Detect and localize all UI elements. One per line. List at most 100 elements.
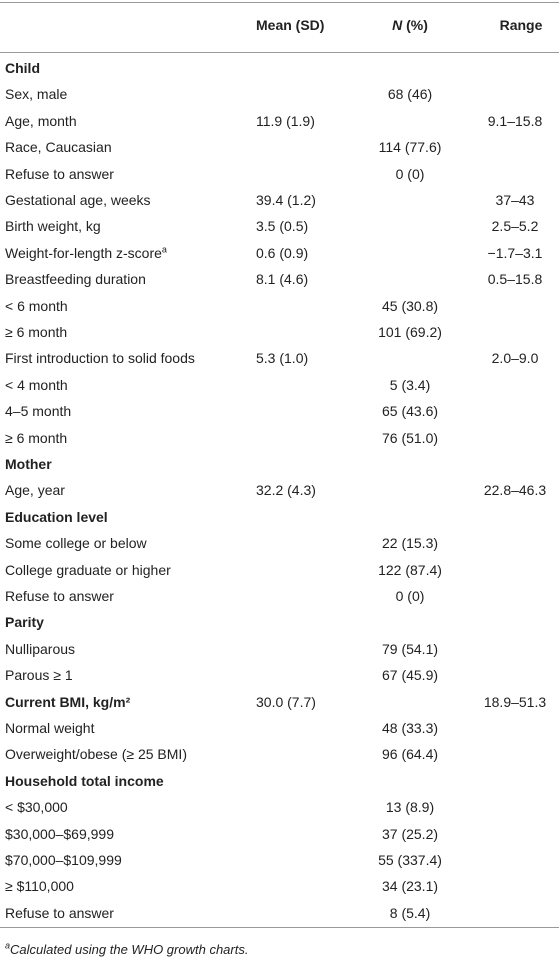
- n-cell: 13 (8.9): [385, 799, 435, 816]
- label-text: 4–5 month: [5, 403, 72, 420]
- n-cell: 114 (77.6): [378, 139, 442, 156]
- label-text: Race, Caucasian: [5, 139, 112, 156]
- n-cell: 8 (5.4): [389, 904, 431, 921]
- footnote-marker: a: [5, 940, 11, 951]
- row-label: Weight-for-length z-scorea: [5, 240, 167, 266]
- mean-cell: 39.4 (1.2): [256, 192, 316, 208]
- n-cell: 122 (87.4): [378, 561, 442, 578]
- row-label: Age, year: [5, 477, 65, 503]
- row-label: Nulliparous: [5, 636, 75, 662]
- label-text: < 6 month: [5, 297, 68, 314]
- label-text: Refuse to answer: [5, 904, 114, 921]
- row-label: < 4 month: [5, 372, 68, 398]
- row-label: Refuse to answer: [5, 161, 114, 187]
- row-label: ≥ 6 month: [5, 425, 67, 451]
- n-cell: 0 (0): [395, 588, 425, 604]
- label-text: Nulliparous: [5, 640, 76, 657]
- section-label: Current BMI, kg/m²: [5, 689, 130, 715]
- header-range: Range: [499, 17, 543, 33]
- row-label: $30,000–$69,999: [5, 821, 114, 847]
- label-text: Gestational age, weeks: [5, 192, 151, 208]
- section-label: Education level: [5, 504, 108, 530]
- label-text: Refuse to answer: [5, 165, 114, 182]
- row-label: Refuse to answer: [5, 900, 114, 926]
- n-cell: 67 (45.9): [381, 667, 439, 684]
- label-text: Current BMI, kg/m²: [5, 693, 131, 710]
- section-label: Mother: [5, 451, 52, 477]
- n-cell: 22 (15.3): [381, 535, 439, 552]
- label-text: College graduate or higher: [5, 561, 171, 578]
- label-text: Sex, male: [5, 86, 68, 103]
- header-n-rest: (%): [406, 17, 428, 33]
- row-label: ≥ $110,000: [5, 873, 74, 899]
- rule: [0, 927, 559, 928]
- label-text: Birth weight, kg: [5, 218, 101, 235]
- row-label: $70,000–$109,999: [5, 847, 122, 873]
- range-cell: 2.5–5.2: [491, 218, 539, 235]
- row-label: Parous ≥ 1: [5, 662, 73, 688]
- range-cell: 0.5–15.8: [487, 271, 543, 288]
- section-label: Child: [5, 55, 40, 81]
- row-label: Some college or below: [5, 530, 147, 556]
- n-cell: 0 (0): [395, 165, 425, 182]
- row-label: < 6 month: [5, 293, 68, 319]
- label-text: Parous ≥ 1: [5, 667, 73, 684]
- n-cell: 68 (46): [387, 86, 433, 103]
- label-text: $70,000–$109,999: [5, 852, 122, 868]
- label-text: < 4 month: [5, 376, 68, 393]
- label-text: Child: [5, 60, 40, 76]
- n-cell: 34 (23.1): [381, 878, 439, 895]
- label-text: Parity: [5, 614, 44, 631]
- label-text: Breastfeeding duration: [5, 271, 146, 288]
- label-text: Household total income: [5, 772, 164, 789]
- label-sup: a: [161, 244, 167, 255]
- row-label: Overweight/obese (≥ 25 BMI): [5, 741, 187, 767]
- footnote: aCalculated using the WHO growth charts.: [5, 937, 248, 963]
- mean-cell: 5.3 (1.0): [256, 350, 309, 367]
- range-cell: 37–43: [495, 192, 535, 208]
- label-text: Some college or below: [5, 535, 147, 552]
- label-text: Age, year: [5, 482, 65, 499]
- range-cell: −1.7–3.1: [487, 244, 543, 261]
- mean-cell: 11.9 (1.9): [256, 112, 315, 129]
- rule: [0, 52, 559, 53]
- row-label: < $30,000: [5, 794, 68, 820]
- mean-cell: 3.5 (0.5): [256, 218, 309, 235]
- n-cell: 5 (3.4): [389, 376, 431, 393]
- row-label: ≥ 6 month: [5, 319, 67, 345]
- label-text: ≥ 6 month: [5, 324, 68, 340]
- label-text: Overweight/obese (≥ 25 BMI): [5, 746, 187, 763]
- section-label: Household total income: [5, 768, 164, 794]
- n-cell: 79 (54.1): [381, 640, 439, 657]
- row-label: Sex, male: [5, 81, 67, 107]
- range-cell: 9.1–15.8: [487, 112, 543, 129]
- n-cell: 55 (337.4): [378, 852, 442, 868]
- n-cell: 96 (64.4): [381, 746, 439, 763]
- rule: [0, 2, 559, 3]
- n-cell: 37 (25.2): [381, 825, 439, 842]
- n-cell: 45 (30.8): [381, 297, 439, 314]
- range-cell: 22.8–46.3: [483, 482, 547, 499]
- label-text: Age, month: [5, 112, 77, 129]
- n-cell: 65 (43.6): [381, 403, 439, 420]
- row-label: Age, month: [5, 108, 77, 134]
- range-cell: 2.0–9.0: [491, 350, 539, 367]
- section-label: Parity: [5, 609, 44, 635]
- row-label: First introduction to solid foods: [5, 345, 195, 371]
- header-n-symbol: N: [392, 17, 403, 33]
- n-cell: 48 (33.3): [381, 720, 439, 736]
- row-label: Refuse to answer: [5, 583, 114, 609]
- header-n: N (%): [392, 12, 428, 38]
- label-text: Normal weight: [5, 720, 95, 736]
- label-text: ≥ 6 month: [5, 429, 68, 446]
- label-text: Refuse to answer: [5, 588, 114, 604]
- row-label: College graduate or higher: [5, 557, 171, 583]
- label-text: Weight-for-length z-score: [5, 244, 162, 261]
- n-cell: 76 (51.0): [381, 429, 439, 446]
- mean-cell: 32.2 (4.3): [256, 482, 316, 499]
- label-text: < $30,000: [5, 799, 68, 816]
- row-label: Birth weight, kg: [5, 213, 101, 239]
- row-label: Race, Caucasian: [5, 134, 112, 160]
- mean-cell: 0.6 (0.9): [256, 244, 309, 261]
